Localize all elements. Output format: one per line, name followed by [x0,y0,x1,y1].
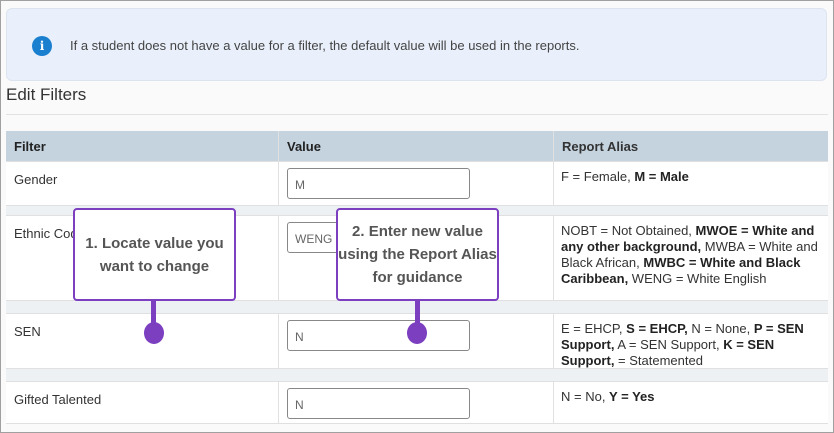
callout-locate-value: 1. Locate value you want to change [73,208,236,301]
callout-dot [144,322,164,344]
value-input-gifted-talented[interactable]: N [287,388,470,419]
row-spacer [6,369,828,382]
report-alias: NOBT = Not Obtained, MWOE = White and an… [554,216,828,300]
value-cell: M [279,162,554,205]
info-text: If a student does not have a value for a… [70,38,580,53]
callout-dot [407,322,427,344]
page-title: Edit Filters [6,85,87,104]
alias-segment: MWOE = White and any other background, [561,223,815,254]
alias-segment: S = EHCP, [626,321,688,336]
alias-segment: A = SEN Support, [614,337,724,352]
alias-segment: NOBT = Not Obtained, [561,223,696,238]
report-alias: F = Female, M = Male [554,162,828,205]
filter-name: Gender [6,162,279,205]
info-alert: i If a student does not have a value for… [6,8,827,81]
value-cell: N [279,382,554,423]
filter-name: Gifted Talented [6,382,279,423]
alias-segment: MWBC = White and Black Caribbean, [561,255,801,286]
table-row: Gifted Talented N N = No, Y = Yes [6,382,828,424]
alias-segment: Y = Yes [609,389,655,404]
value-input-sen[interactable]: N [287,320,470,351]
alias-segment: WENG = White English [628,271,767,286]
value-cell: N [279,314,554,368]
report-alias: E = EHCP, S = EHCP, N = None, P = SEN Su… [554,314,828,368]
callout-pointer [415,299,420,329]
alias-segment: K = SEN Support, [561,337,775,368]
header-value: Value [279,131,554,161]
header-filter: Filter [6,131,279,161]
callout-pointer [151,299,156,329]
info-icon: i [32,36,52,56]
filter-name: SEN [6,314,279,368]
table-header: Filter Value Report Alias [6,131,828,162]
callout-enter-value: 2. Enter new value using the Report Alia… [336,208,499,301]
alias-segment: N = None, [687,321,754,336]
filter-name: Ethnic Code [6,216,279,300]
table-row: Gender M F = Female, M = Male [6,162,828,206]
header-report-alias: Report Alias [562,139,639,154]
alias-segment: MWBA = White and Black African, [561,239,818,270]
alias-segment: = Statemented [614,353,703,368]
alias-segment: N = No, [561,389,610,404]
alias-segment: M = Male [634,169,689,184]
divider [6,114,828,115]
alias-segment: F = Female, [561,169,635,184]
alias-segment: E = EHCP, [561,321,627,336]
report-alias: N = No, Y = Yes [554,382,828,423]
value-input-gender[interactable]: M [287,168,470,199]
alias-segment: P = SEN Support, [561,321,804,352]
